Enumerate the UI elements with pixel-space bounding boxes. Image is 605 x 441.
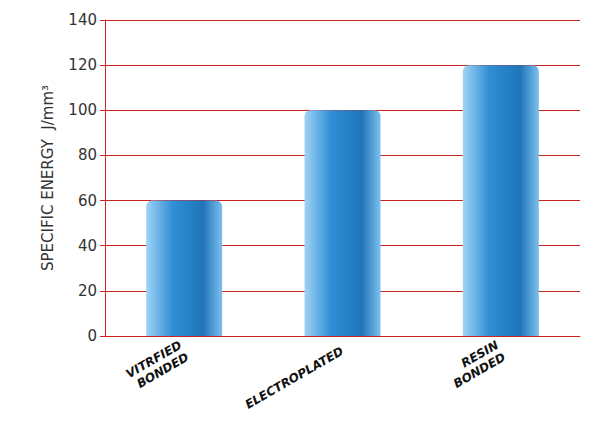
svg-text:ELECTROPLATED: ELECTROPLATED — [243, 344, 346, 412]
svg-text:80: 80 — [78, 146, 97, 164]
svg-text:20: 20 — [78, 282, 97, 300]
svg-text:100: 100 — [68, 101, 97, 119]
svg-text:SPECIFIC ENERGY J/mm³: SPECIFIC ENERGY J/mm³ — [39, 85, 57, 271]
svg-text:BONDED: BONDED — [134, 350, 191, 391]
svg-text:RESIN: RESIN — [458, 337, 501, 371]
svg-text:0: 0 — [87, 327, 97, 345]
svg-text:60: 60 — [78, 192, 97, 210]
svg-text:120: 120 — [68, 56, 97, 74]
svg-text:140: 140 — [68, 11, 97, 29]
svg-text:VITRFIED: VITRFIED — [123, 337, 185, 381]
svg-text:BONDED: BONDED — [451, 350, 508, 391]
svg-text:40: 40 — [78, 237, 97, 255]
